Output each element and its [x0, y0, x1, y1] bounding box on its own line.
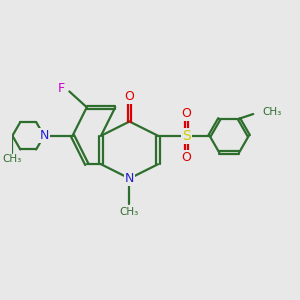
Text: O: O [182, 107, 191, 120]
Text: N: N [125, 172, 134, 185]
Text: F: F [58, 82, 65, 95]
Text: CH₃: CH₃ [263, 107, 282, 117]
Text: O: O [182, 152, 191, 164]
Text: S: S [182, 129, 191, 143]
Text: N: N [39, 129, 49, 142]
Text: CH₃: CH₃ [120, 207, 139, 217]
Text: CH₃: CH₃ [3, 154, 22, 164]
Text: O: O [124, 90, 134, 103]
